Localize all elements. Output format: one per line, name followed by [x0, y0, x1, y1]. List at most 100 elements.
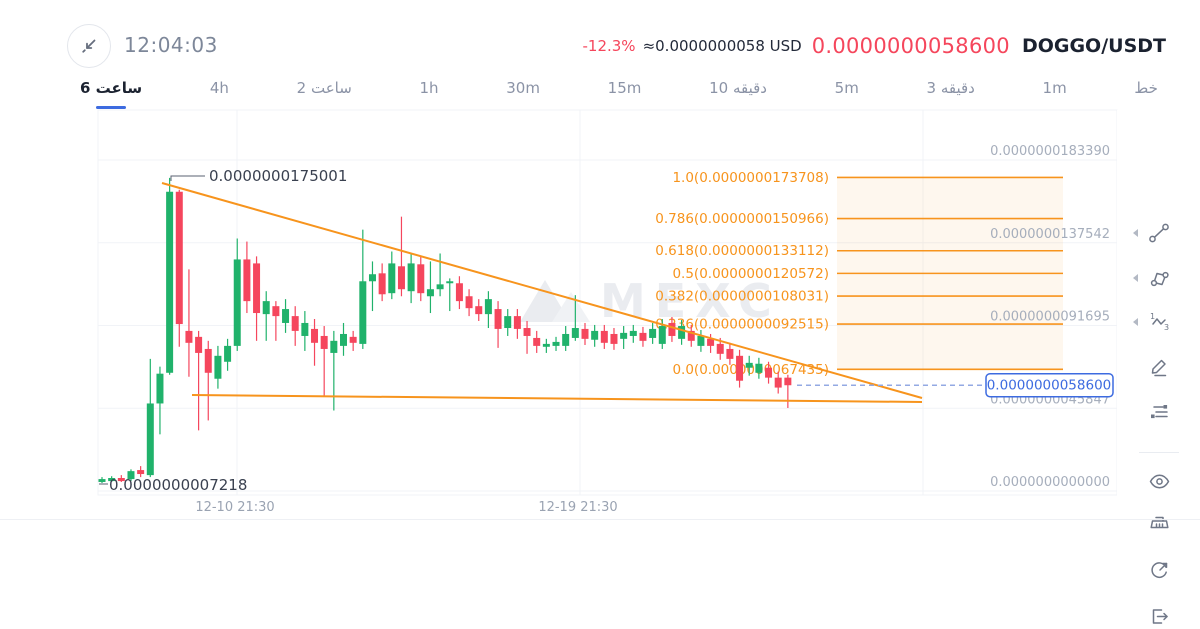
candle-down	[272, 301, 280, 341]
candle-down	[581, 322, 589, 345]
tab-label: خط	[1134, 79, 1158, 97]
toolbar-divider	[1139, 452, 1179, 453]
candle-down	[117, 475, 125, 482]
candle-up	[629, 324, 637, 343]
trendline-tool-button[interactable]	[1146, 220, 1172, 246]
candle-down	[533, 330, 541, 353]
tab-timeframe-9[interactable]: 1m	[1041, 70, 1069, 111]
candle-down	[736, 349, 744, 388]
collapse-button[interactable]	[67, 24, 111, 68]
pair-title: DOGGO/USDT	[1021, 35, 1166, 57]
candle-down	[707, 333, 715, 353]
candle-up	[214, 345, 222, 389]
fib-label: 0.786(0.0000000150966)	[655, 211, 829, 227]
brush-tool-button[interactable]	[1146, 354, 1172, 380]
tab-timeframe-2[interactable]: ساعت 2	[295, 70, 354, 111]
svg-text:0.0000000175001: 0.0000000175001	[209, 167, 347, 185]
y-axis-label: 0.0000000000000	[990, 475, 1110, 490]
candle-up	[591, 324, 599, 347]
tab-label: 3 دقیقه	[926, 79, 975, 97]
change-percent: -12.3%	[582, 37, 636, 55]
price-cluster: -12.3% ≈0.0000000058 USD 0.0000000058600…	[582, 24, 1166, 68]
candle-up	[98, 477, 106, 484]
candle-down	[774, 371, 782, 394]
trendline-flyout-arrow-icon[interactable]	[1133, 229, 1138, 237]
tab-timeframe-0[interactable]: 6 ساعت	[78, 70, 144, 111]
tab-timeframe-10[interactable]: خط	[1132, 70, 1160, 111]
trendline-lower-support[interactable]	[191, 394, 923, 403]
tab-label: 10 دقیقه	[709, 79, 767, 97]
tab-label: 6 ساعت	[80, 79, 143, 97]
tab-timeframe-7[interactable]: 5m	[833, 70, 861, 111]
trendline-upper-descending[interactable]	[161, 182, 923, 399]
candle-up	[658, 318, 666, 349]
candle-down	[465, 289, 473, 317]
candle-up	[359, 229, 367, 349]
shape-tool-button[interactable]	[1146, 265, 1172, 291]
candle-up	[301, 311, 309, 351]
elliott-wave-tool-button[interactable]: 1 3	[1146, 309, 1172, 335]
candle-up	[156, 366, 164, 435]
tab-timeframe-6[interactable]: 10 دقیقه	[707, 70, 769, 111]
y-axis-label: 0.0000000091695	[990, 310, 1110, 325]
candle-up	[426, 261, 434, 314]
candle-down	[185, 269, 193, 377]
remove-drawings-button[interactable]	[1146, 511, 1172, 537]
candles	[98, 177, 792, 484]
tab-label: ساعت 2	[296, 79, 352, 97]
candle-up	[678, 320, 686, 345]
candle-up	[166, 177, 174, 375]
candle-up	[262, 291, 270, 341]
candle-up	[697, 330, 705, 352]
approx-usd-price: ≈0.0000000058 USD	[642, 37, 802, 55]
share-button[interactable]	[1146, 557, 1172, 583]
candle-up	[340, 322, 347, 356]
candle-up	[282, 299, 290, 333]
fib-label: 0.0(0.0000000067435)	[672, 362, 829, 378]
clock-time: 12:04:03	[124, 33, 218, 57]
candle-down	[175, 189, 183, 347]
tab-timeframe-1[interactable]: 4h	[208, 70, 231, 111]
candle-up	[745, 355, 753, 376]
candle-down	[291, 306, 299, 346]
exit-button[interactable]	[1146, 603, 1172, 629]
tab-timeframe-3[interactable]: 1h	[418, 70, 441, 111]
fib-label: 0.618(0.0000000133112)	[655, 243, 829, 259]
shape-flyout-arrow-icon[interactable]	[1133, 274, 1138, 282]
tab-label: 1h	[419, 79, 439, 97]
candle-up	[388, 251, 396, 300]
broom-icon	[1149, 516, 1169, 528]
candle-up	[562, 326, 570, 351]
candle-up	[542, 338, 550, 353]
x-axis-label: 12-10 21:30	[195, 500, 274, 515]
tab-timeframe-8[interactable]: 3 دقیقه	[925, 70, 977, 111]
low-annotation: 0.0000000007218	[99, 476, 247, 494]
svg-text:0.0000000058600: 0.0000000058600	[987, 378, 1112, 394]
candle-down	[311, 318, 319, 366]
candle-down	[253, 256, 261, 341]
candle-up	[436, 253, 444, 297]
candle-up	[233, 238, 241, 351]
candle-up	[446, 278, 454, 312]
bottom-divider	[0, 519, 1200, 520]
exit-icon	[1152, 608, 1168, 624]
tab-label: 5m	[834, 79, 859, 97]
candle-down	[204, 340, 212, 421]
candle-down	[195, 330, 203, 431]
fib-label: 0.382(0.0000000108031)	[655, 289, 829, 305]
tab-label: 4h	[209, 79, 229, 97]
candle-down	[716, 337, 724, 360]
compare-lines-tool-button[interactable]	[1146, 399, 1172, 425]
current-price-tag[interactable]: 0.0000000058600	[985, 372, 1114, 398]
tab-timeframe-4[interactable]: 30m	[504, 70, 542, 111]
candle-down	[349, 330, 357, 351]
tab-timeframe-5[interactable]: 15m	[606, 70, 644, 111]
svg-text:MEXC: MEXC	[600, 274, 781, 328]
wave-flyout-arrow-icon[interactable]	[1133, 318, 1138, 326]
candle-up	[755, 357, 763, 379]
candle-down	[137, 466, 145, 478]
candle-down	[668, 317, 676, 342]
candle-down	[523, 320, 531, 354]
hide-drawings-button[interactable]	[1146, 468, 1172, 494]
timeframe-tabs: 6 ساعت 4h ساعت 2 1h 30m 15m 10 دقیقه 5m 3 دقیقه 1…	[78, 70, 1160, 110]
